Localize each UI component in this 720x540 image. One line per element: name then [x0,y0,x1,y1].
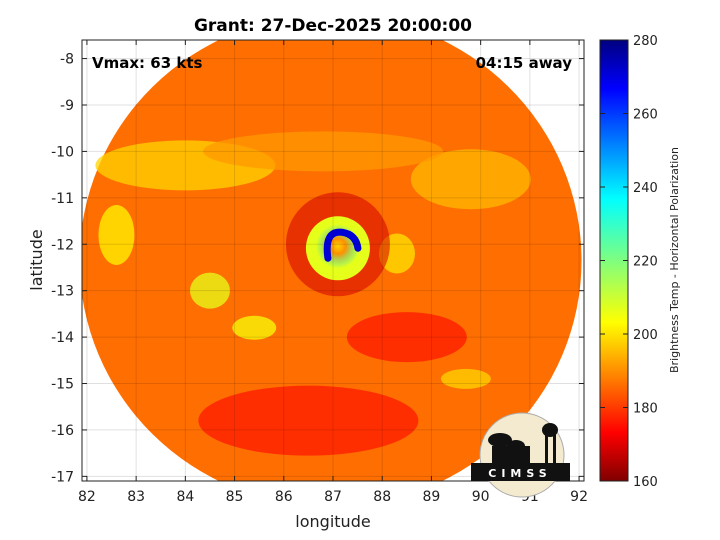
time-away-annotation: 04:15 away [476,54,573,72]
colorbar-tick-label: 240 [633,181,658,196]
x-tick-label: 90 [472,489,490,505]
y-tick-label: -14 [51,330,74,346]
colorbar-tick-label: 220 [633,255,658,270]
chart-title: Grant: 27-Dec-2025 20:00:00 [194,16,472,36]
band-6 [232,315,277,340]
y-tick-label: -13 [51,284,74,300]
vmax-annotation: Vmax: 63 kts [92,54,202,72]
y-tick-label: -12 [51,237,74,253]
x-axis: 82 83 84 85 86 87 88 89 90 91 92 [78,40,588,505]
y-tick-label: -11 [51,191,74,207]
colorbar-tick-label: 280 [633,34,658,49]
colorbar-tick-label: 160 [633,475,658,490]
y-tick-label: -16 [51,423,74,439]
logo-text: CIMSS [488,467,551,480]
colorbar-tick-label: 200 [633,328,658,343]
colorbar-tick-label: 260 [633,108,658,123]
y-tick-label: -10 [51,144,74,160]
colorbar-tick-label: 180 [633,402,658,417]
band-5 [189,272,230,309]
x-tick-label: 89 [423,489,441,505]
colorbar-ticks: 160 180 200 220 240 260 280 [600,34,658,490]
x-tick-label: 85 [226,489,244,505]
y-tick-label: -9 [60,98,74,114]
x-tick-label: 87 [324,489,342,505]
band-3 [198,385,419,456]
y-axis: -8 -9 -10 -11 -12 -13 -14 -15 -16 -17 [51,52,584,485]
y-tick-label: -15 [51,377,74,393]
x-tick-label: 92 [570,489,588,505]
x-tick-label: 88 [373,489,391,505]
y-axis-label: latitude [27,229,46,290]
cimss-logo: CIMSS [471,412,570,498]
band-7 [440,368,491,389]
band-1 [410,149,531,210]
x-tick-label: 86 [275,489,293,505]
y-tick-label: -8 [60,52,74,68]
y-tick-label: -17 [51,469,74,485]
brightness-footprint [82,40,582,481]
band-4 [346,312,467,363]
x-tick-label: 84 [176,489,194,505]
x-axis-label: longitude [295,512,370,531]
x-tick-label: 82 [78,489,96,505]
band-9 [98,204,135,265]
eye-core [323,228,362,262]
band-2 [203,131,444,172]
colorbar-label: Brightness Temp - Horizontal Polarizatio… [668,147,681,373]
x-tick-label: 83 [127,489,145,505]
